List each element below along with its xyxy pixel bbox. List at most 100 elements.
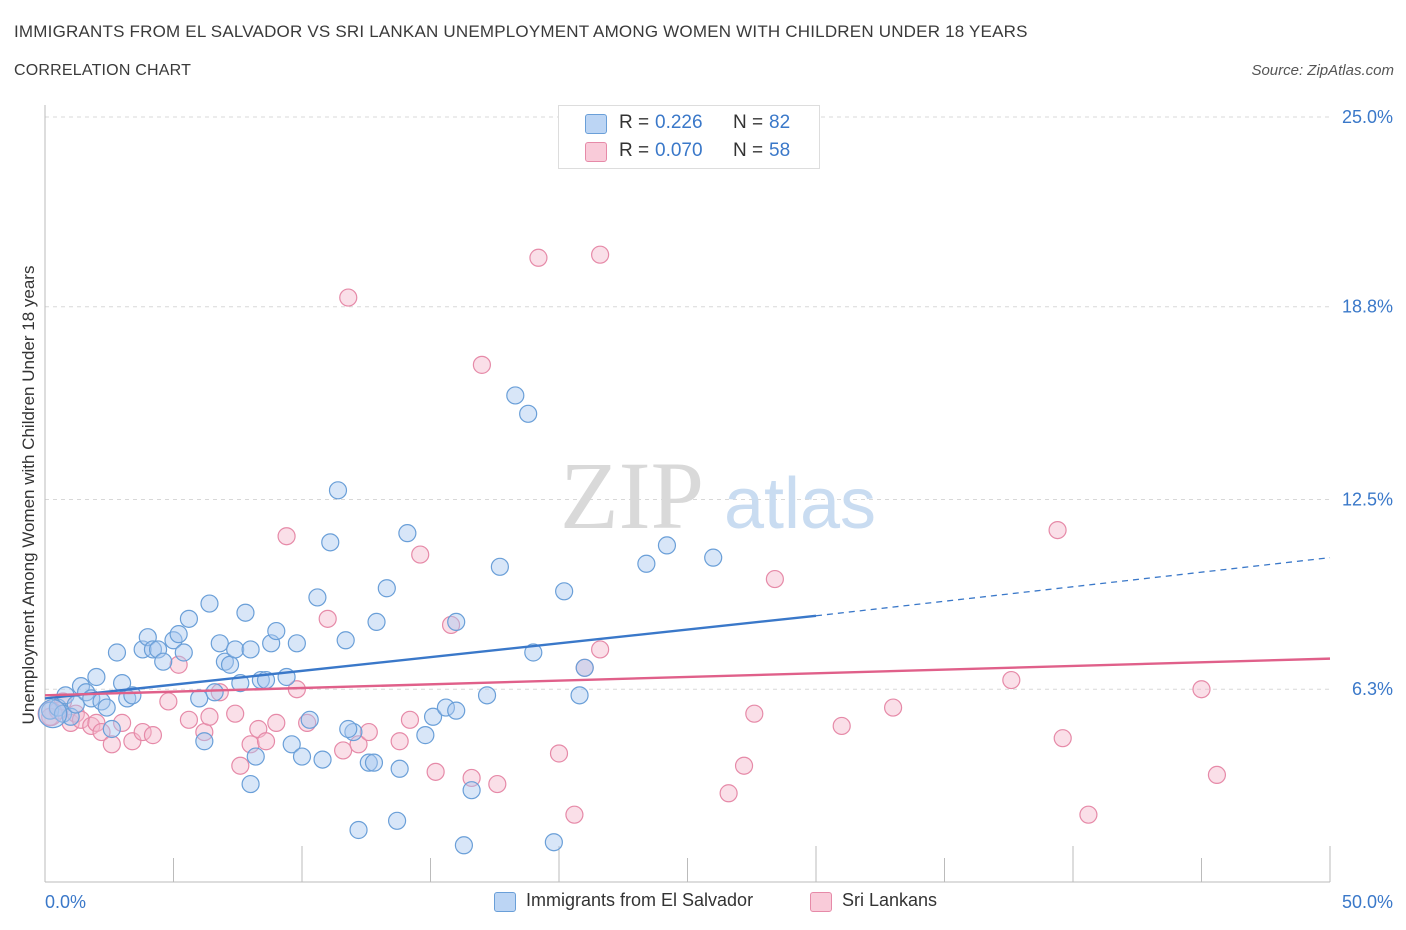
- data-point-el-salvador: [416, 726, 435, 745]
- correlation-legend: R = 0.226 N = 82 R = 0.070 N = 58: [558, 105, 820, 169]
- legend-swatch-pink: [585, 142, 607, 162]
- data-point-sri-lankans: [426, 762, 445, 781]
- legend-swatch-blue: [585, 114, 607, 134]
- data-point-sri-lankans: [87, 713, 106, 732]
- data-point-sri-lankans: [734, 756, 754, 775]
- data-point-el-salvador: [462, 781, 481, 800]
- data-point-sri-lankans: [549, 744, 569, 763]
- data-point-el-salvador: [524, 643, 543, 662]
- data-point-sri-lankans: [256, 732, 276, 751]
- data-point-el-salvador: [544, 833, 563, 852]
- y-tick-label: 18.8%: [1342, 297, 1393, 317]
- data-point-el-salvador: [423, 707, 443, 726]
- data-point-sri-lankans: [277, 527, 296, 546]
- x-tick-label: 0.0%: [45, 892, 86, 912]
- data-point-el-salvador: [506, 386, 525, 405]
- data-point-sri-lankans: [488, 774, 507, 794]
- data-point-el-salvador: [657, 536, 677, 555]
- data-point-el-salvador: [287, 634, 306, 653]
- data-point-el-salvador: [143, 640, 163, 659]
- data-point-el-salvador: [215, 652, 234, 671]
- chart-subtitle: CORRELATION CHART: [14, 62, 192, 79]
- bottom-legend-label: Immigrants from El Salvador: [526, 890, 754, 910]
- data-point-sri-lankans: [200, 707, 219, 726]
- data-point-el-salvador: [447, 701, 466, 720]
- data-point-sri-lankans: [318, 609, 337, 628]
- data-point-el-salvador: [210, 634, 229, 653]
- data-point-sri-lankans: [143, 726, 163, 745]
- data-point-el-salvador: [377, 579, 396, 598]
- data-point-el-salvador: [102, 719, 121, 739]
- data-point-sri-lankans: [339, 288, 358, 307]
- data-point-el-salvador: [169, 625, 188, 644]
- trend-line-el-salvador: [44, 614, 817, 700]
- legend-n-label: N =: [733, 112, 764, 133]
- data-point-sri-lankans: [1053, 729, 1072, 748]
- data-point-el-salvador: [704, 548, 723, 567]
- data-point-el-salvador: [336, 631, 355, 650]
- legend-r-label: R =: [619, 112, 650, 133]
- trend-line-el-salvador-projection: [815, 556, 1331, 617]
- data-point-el-salvador: [282, 735, 301, 754]
- source-label: Source: ZipAtlas.com: [1251, 62, 1394, 79]
- y-tick-label: 12.5%: [1342, 490, 1393, 510]
- data-point-sri-lankans: [441, 615, 461, 635]
- data-point-sri-lankans: [159, 692, 178, 711]
- data-point-sri-lankans: [179, 710, 199, 729]
- data-point-el-salvador: [447, 612, 466, 632]
- data-point-sri-lankans: [565, 805, 584, 824]
- legend-r-value: 0.226: [655, 112, 703, 133]
- data-point-sri-lankans: [529, 248, 548, 267]
- grid-lines: [45, 116, 1330, 690]
- sri-lankans-points: [37, 245, 1227, 824]
- data-point-el-salvador: [490, 557, 509, 576]
- data-point-sri-lankans: [765, 569, 784, 589]
- data-point-el-salvador: [339, 719, 358, 739]
- tick-labels: 6.3% 12.5% 18.8% 25.0% 0.0% 50.0%: [45, 107, 1393, 912]
- data-point-el-salvador: [236, 603, 255, 622]
- data-point-sri-lankans: [591, 640, 610, 659]
- data-point-el-salvador: [398, 524, 417, 543]
- data-point-el-salvador-cluster: [38, 699, 68, 729]
- data-point-el-salvador: [313, 750, 332, 769]
- data-point-el-salvador: [349, 820, 368, 840]
- data-point-sri-lankans: [411, 545, 430, 564]
- data-point-el-salvador: [570, 686, 589, 705]
- data-point-sri-lankans: [231, 756, 250, 775]
- watermark-zip: ZIP: [560, 442, 704, 549]
- data-point-el-salvador: [359, 753, 378, 772]
- data-point-el-salvador: [123, 686, 142, 705]
- data-point-el-salvador: [321, 533, 340, 552]
- data-point-el-salvador: [267, 621, 286, 641]
- data-point-el-salvador: [195, 732, 214, 751]
- data-point-sri-lankans: [334, 741, 353, 760]
- data-point-el-salvador: [200, 594, 219, 613]
- y-tick-label: 6.3%: [1352, 679, 1393, 699]
- data-point-sri-lankans: [1048, 520, 1067, 540]
- watermark: ZIP atlas: [560, 442, 876, 549]
- data-point-el-salvador: [390, 759, 409, 778]
- data-point-el-salvador: [154, 652, 173, 671]
- data-point-sri-lankans: [123, 732, 142, 751]
- data-point-el-salvador: [436, 698, 456, 717]
- data-point-el-salvador: [241, 774, 260, 794]
- data-point-el-salvador: [367, 612, 386, 632]
- x-tick-label: 50.0%: [1342, 892, 1393, 912]
- data-point-el-salvador: [364, 753, 384, 772]
- data-point-el-salvador: [190, 689, 209, 708]
- data-point-el-salvador: [519, 404, 538, 423]
- data-point-sri-lankans: [226, 704, 245, 723]
- data-point-el-salvador: [292, 747, 312, 766]
- data-point-sri-lankans: [472, 355, 491, 374]
- bottom-legend-swatch-pink: [810, 892, 832, 912]
- data-point-sri-lankans: [102, 735, 121, 754]
- data-point-el-salvador: [637, 554, 656, 573]
- chart-title: IMMIGRANTS FROM EL SALVADOR VS SRI LANKA…: [14, 22, 1028, 41]
- data-point-sri-lankans: [267, 713, 286, 732]
- data-point-el-salvador: [454, 836, 474, 855]
- data-point-el-salvador: [387, 811, 407, 830]
- y-tick-label: 25.0%: [1342, 107, 1393, 127]
- data-point-el-salvador: [179, 609, 199, 628]
- data-point-el-salvador: [107, 643, 127, 662]
